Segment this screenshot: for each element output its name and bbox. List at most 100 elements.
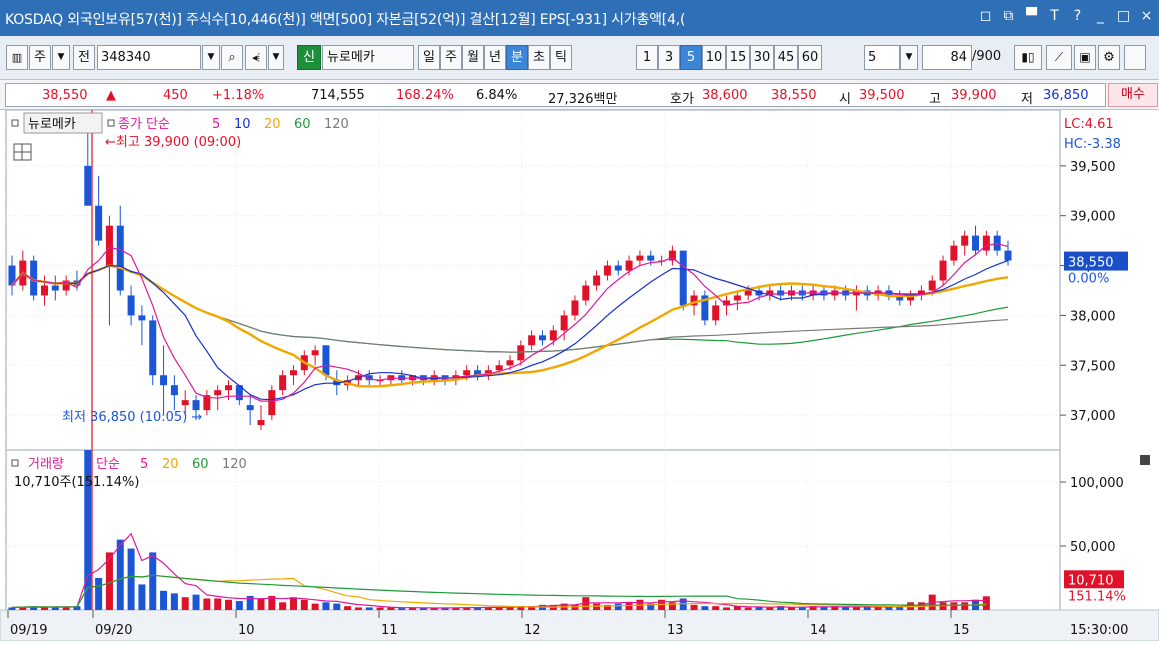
gear-icon[interactable]: ⚙ — [1098, 45, 1120, 70]
candle — [668, 250, 676, 261]
quote-bar: 38,550 ▲ 450 +1.18% 714,555 168.24% 6.84… — [0, 80, 1159, 110]
candle — [538, 335, 546, 341]
interval-tab[interactable]: 1 — [636, 45, 658, 70]
candle — [105, 225, 113, 266]
candle-type-icon[interactable]: ▮▯ — [1014, 45, 1042, 70]
volume-bar — [279, 602, 287, 610]
volume-bar — [809, 606, 817, 610]
interval-tab[interactable]: 10 — [702, 45, 726, 70]
volume-bar — [333, 603, 341, 610]
candle — [528, 335, 536, 346]
period-tab[interactable]: 분 — [506, 45, 528, 70]
interval-tab[interactable]: 3 — [658, 45, 680, 70]
font-icon[interactable]: T — [1050, 8, 1059, 24]
candle — [246, 405, 254, 411]
code-dropdown-icon[interactable]: ▼ — [202, 45, 220, 70]
volume-bar — [257, 598, 265, 610]
candle — [896, 295, 904, 301]
volume-bar — [289, 597, 297, 610]
period-tab[interactable]: 월 — [462, 45, 484, 70]
candle — [582, 285, 590, 301]
legend-box — [11, 459, 19, 467]
volume-bar — [441, 607, 449, 610]
pin-icon[interactable]: ▀ — [1026, 8, 1037, 24]
price-legend-period: 5 — [212, 117, 220, 132]
low-annotation: 최저 36,850 (10:05) → — [62, 410, 202, 425]
volume-bar — [668, 602, 676, 610]
candle — [138, 315, 146, 321]
volume-bar — [874, 607, 882, 610]
chart-svg[interactable]: 09/19 09/20 10 11 12 13 14 15 15:30:00 39,500 39,0… — [0, 109, 1159, 642]
checkbox[interactable] — [1124, 45, 1146, 70]
candle — [463, 370, 471, 376]
time-label: 15 — [953, 623, 970, 638]
candle — [614, 265, 622, 271]
candle — [1004, 250, 1012, 261]
prev-button[interactable]: 전 — [73, 45, 95, 70]
chevron-down-icon[interactable]: ▼ — [52, 45, 70, 70]
stock-name-field[interactable]: 뉴로메카 — [322, 45, 414, 70]
current-price-box — [1064, 251, 1128, 271]
volume-bar — [235, 601, 243, 610]
volume-bar — [116, 539, 124, 610]
candle — [593, 275, 601, 286]
interval-dropdown-icon[interactable]: ▼ — [900, 45, 918, 70]
speaker-dropdown-icon[interactable]: ▼ — [268, 45, 284, 70]
interval-tab[interactable]: 15 — [726, 45, 750, 70]
save-icon[interactable]: ▣ — [1074, 45, 1096, 70]
period-tab[interactable]: 주 — [440, 45, 462, 70]
volume-bar — [723, 607, 731, 610]
search-icon[interactable]: ⌕ — [221, 45, 243, 70]
window-title: KOSDAQ 외국인보유[57(천)] 주식수[10,446(천)] 액면[50… — [5, 12, 686, 28]
interval-tab[interactable]: 5 — [680, 45, 702, 70]
volume-bar — [744, 607, 752, 610]
hc-label: HC:-3.38 — [1064, 137, 1121, 152]
interval-tab[interactable]: 45 — [774, 45, 798, 70]
price-tick-label: 38,000 — [1070, 309, 1116, 324]
volume-bar — [387, 607, 395, 610]
count-input[interactable]: 84 — [922, 45, 972, 70]
restore-icon[interactable]: ◻ — [979, 8, 992, 24]
volume-bar — [127, 548, 135, 610]
candle — [625, 260, 633, 271]
candle — [30, 260, 38, 296]
candle — [961, 235, 969, 246]
popout-icon[interactable]: ⧉ — [1003, 8, 1014, 24]
close-icon[interactable]: × — [1140, 8, 1153, 24]
period-tab[interactable]: 틱 — [550, 45, 572, 70]
volume-bar — [863, 606, 871, 610]
code-button[interactable]: 주 — [29, 45, 51, 70]
interval-select[interactable]: 5 — [864, 45, 900, 70]
open-label: 시 — [839, 92, 851, 107]
minimize-icon[interactable]: _ — [1097, 8, 1104, 24]
help-icon[interactable]: ? — [1073, 8, 1082, 24]
candle — [549, 330, 557, 341]
layout-icon[interactable]: ▥ — [6, 45, 28, 70]
period-tab[interactable]: 일 — [418, 45, 440, 70]
stock-code-input[interactable]: 348340 — [97, 45, 201, 70]
candle — [744, 290, 752, 296]
candle — [690, 295, 698, 306]
interval-tab[interactable]: 30 — [750, 45, 774, 70]
draw-tool-icon[interactable]: ⟋ — [1046, 45, 1072, 70]
maximize-icon[interactable]: □ — [1116, 8, 1131, 24]
candle — [636, 255, 644, 261]
volume-bar — [84, 450, 92, 610]
period-tab[interactable]: 초 — [528, 45, 550, 70]
turnover: 6.84% — [476, 88, 518, 103]
volume-tick-label: 50,000 — [1070, 540, 1116, 555]
vol-ma60-line — [11, 574, 987, 608]
speaker-icon[interactable]: ◂⦙ — [245, 45, 267, 70]
volume-bar — [798, 607, 806, 610]
period-tab[interactable]: 년 — [484, 45, 506, 70]
volume-info: 10,710주(151.14%) — [14, 475, 139, 490]
volume-bar — [365, 607, 373, 610]
volume-bar — [214, 598, 222, 610]
volume-legend-period: 120 — [222, 457, 247, 472]
volume-bar — [528, 606, 536, 610]
volume-bar — [495, 607, 503, 610]
candle — [766, 290, 774, 296]
buy-button[interactable]: 매수 — [1108, 83, 1158, 107]
current-volume-box — [1064, 570, 1124, 589]
interval-tab[interactable]: 60 — [798, 45, 822, 70]
